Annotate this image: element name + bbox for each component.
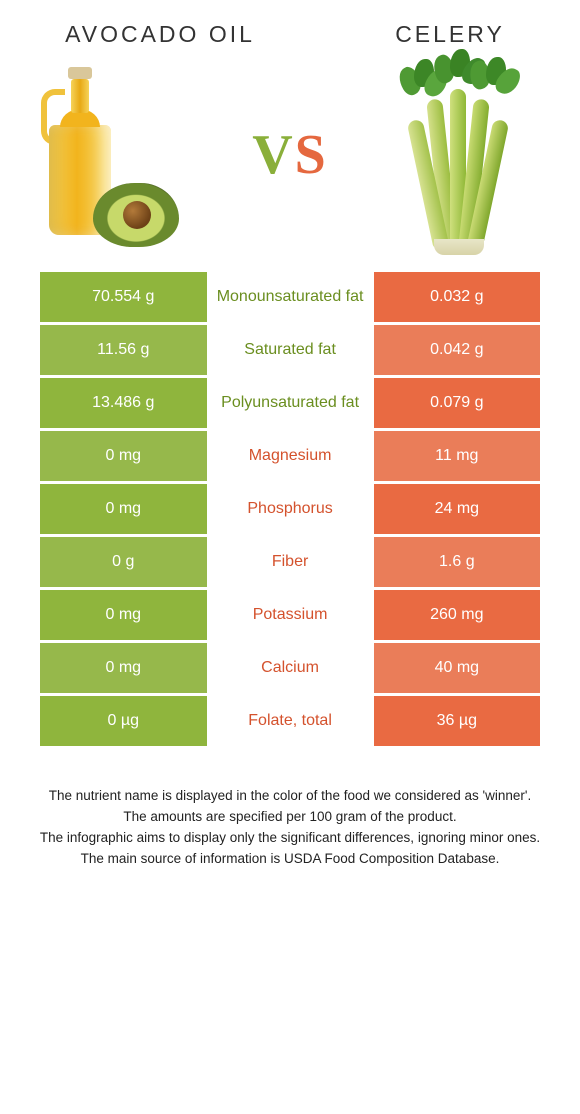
note-1: The nutrient name is displayed in the co… (30, 786, 550, 807)
right-value: 40 mg (374, 641, 540, 694)
note-4: The main source of information is USDA F… (30, 849, 550, 870)
right-value: 36 µg (374, 694, 540, 746)
left-food-image (40, 55, 210, 255)
note-3: The infographic aims to display only the… (30, 828, 550, 849)
right-food-title: CELERY (370, 20, 530, 49)
left-value: 70.554 g (40, 270, 207, 323)
table-row: 13.486 gPolyunsaturated fat0.079 g (40, 376, 540, 429)
nutrient-name: Polyunsaturated fat (207, 376, 374, 429)
left-value: 0 µg (40, 694, 207, 746)
right-value: 260 mg (374, 588, 540, 641)
right-value: 0.079 g (374, 376, 540, 429)
table-row: 0 mgCalcium40 mg (40, 641, 540, 694)
nutrient-name: Folate, total (207, 694, 374, 746)
right-value: 11 mg (374, 429, 540, 482)
nutrient-name: Saturated fat (207, 323, 374, 376)
right-value: 1.6 g (374, 535, 540, 588)
left-food-title: AVOCADO OIL (50, 20, 270, 49)
table-row: 0 µgFolate, total36 µg (40, 694, 540, 746)
table-row: 0 mgMagnesium11 mg (40, 429, 540, 482)
celery-icon (390, 55, 520, 255)
table-row: 11.56 gSaturated fat0.042 g (40, 323, 540, 376)
nutrient-name: Magnesium (207, 429, 374, 482)
footnotes: The nutrient name is displayed in the co… (30, 786, 550, 870)
nutrient-name: Phosphorus (207, 482, 374, 535)
nutrient-name: Fiber (207, 535, 374, 588)
vs-v: V (252, 124, 294, 186)
vs-s: S (295, 124, 328, 186)
right-food-image (370, 55, 540, 255)
table-row: 0 mgPhosphorus24 mg (40, 482, 540, 535)
left-value: 0 mg (40, 429, 207, 482)
nutrient-name: Potassium (207, 588, 374, 641)
vs-label: VS (252, 123, 328, 187)
note-2: The amounts are specified per 100 gram o… (30, 807, 550, 828)
nutrient-name: Calcium (207, 641, 374, 694)
left-value: 0 mg (40, 482, 207, 535)
nutrient-name: Monounsaturated fat (207, 270, 374, 323)
title-row: AVOCADO OIL CELERY (0, 0, 580, 55)
hero-row: VS (0, 55, 580, 265)
right-value: 24 mg (374, 482, 540, 535)
left-value: 11.56 g (40, 323, 207, 376)
infographic-root: AVOCADO OIL CELERY VS (0, 0, 580, 899)
comparison-table: 70.554 gMonounsaturated fat0.032 g11.56 … (40, 269, 540, 746)
left-value: 0 mg (40, 588, 207, 641)
table-row: 0 mgPotassium260 mg (40, 588, 540, 641)
left-value: 0 mg (40, 641, 207, 694)
right-value: 0.042 g (374, 323, 540, 376)
right-value: 0.032 g (374, 270, 540, 323)
left-value: 13.486 g (40, 376, 207, 429)
left-value: 0 g (40, 535, 207, 588)
avocado-half-icon (93, 183, 179, 247)
table-row: 0 gFiber1.6 g (40, 535, 540, 588)
table-row: 70.554 gMonounsaturated fat0.032 g (40, 270, 540, 323)
